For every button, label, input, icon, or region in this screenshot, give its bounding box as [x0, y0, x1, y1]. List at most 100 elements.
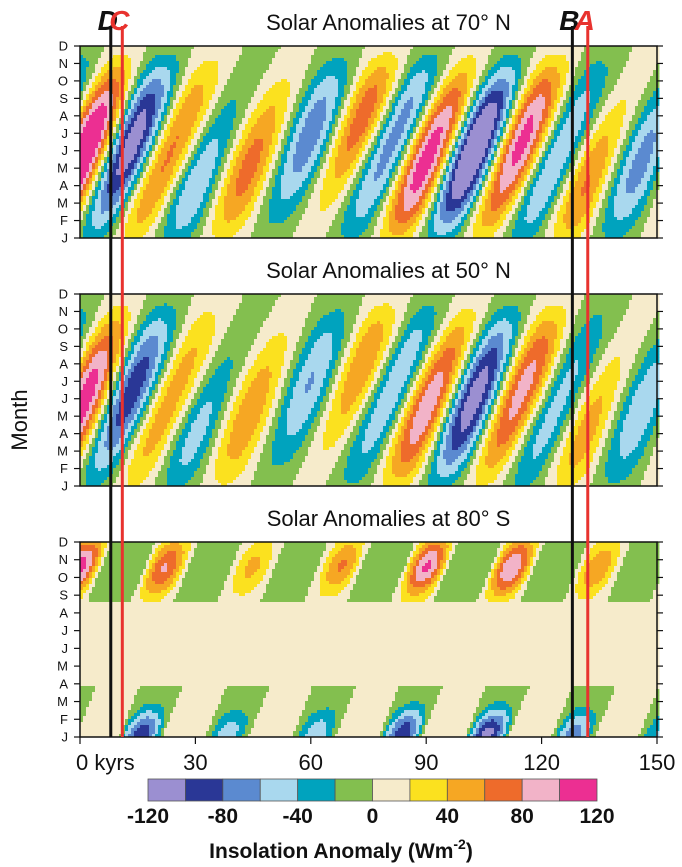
- heat-cell: [152, 64, 155, 67]
- heat-cell: [410, 58, 413, 61]
- heat-cell: [251, 52, 254, 55]
- heat-cell: [524, 88, 527, 91]
- heat-cell: [599, 106, 602, 109]
- heat-cell: [359, 67, 362, 70]
- heat-cell: [611, 73, 614, 76]
- heat-cell: [599, 79, 602, 82]
- heat-cell: [440, 58, 443, 61]
- heat-cell: [524, 64, 527, 67]
- heat-cell: [512, 79, 515, 82]
- heat-cell: [575, 97, 578, 100]
- heat-cell: [470, 58, 473, 61]
- heat-cell: [647, 52, 650, 55]
- heat-cell: [476, 49, 479, 52]
- heat-cell: [176, 85, 179, 88]
- heat-cell: [617, 100, 620, 103]
- heat-cell: [383, 85, 386, 88]
- heat-cell: [548, 109, 551, 112]
- heat-cell: [323, 52, 326, 55]
- heat-cell: [515, 82, 518, 85]
- heat-cell: [461, 64, 464, 67]
- heat-cell: [314, 49, 317, 52]
- heat-cell: [227, 67, 230, 70]
- heat-cell: [563, 82, 566, 85]
- heat-cell: [497, 58, 500, 61]
- heat-cell: [191, 100, 194, 103]
- heat-cell: [653, 55, 656, 58]
- heat-cell: [194, 82, 197, 85]
- heat-cell: [440, 82, 443, 85]
- heat-cell: [560, 76, 563, 79]
- heat-cell: [89, 49, 92, 52]
- heat-cell: [236, 61, 239, 64]
- heat-cell: [395, 49, 398, 52]
- heat-cell: [551, 52, 554, 55]
- heat-cell: [509, 100, 512, 103]
- heat-cell: [440, 106, 443, 109]
- heat-cell: [527, 61, 530, 64]
- heat-cell: [239, 58, 242, 61]
- heat-cell: [407, 88, 410, 91]
- heat-cell: [215, 109, 218, 112]
- heat-cell: [449, 73, 452, 76]
- heat-cell: [356, 100, 359, 103]
- heat-cell: [356, 97, 359, 100]
- heat-cell: [617, 82, 620, 85]
- heat-cell: [476, 106, 479, 109]
- heat-cell: [209, 58, 212, 61]
- heat-cell: [401, 82, 404, 85]
- heat-cell: [239, 49, 242, 52]
- heat-cell: [305, 55, 308, 58]
- heat-cell: [131, 91, 134, 94]
- heat-cell: [149, 52, 152, 55]
- heat-cell: [188, 91, 191, 94]
- heat-cell: [377, 88, 380, 91]
- heat-cell: [308, 79, 311, 82]
- heat-cell: [461, 52, 464, 55]
- heat-cell: [506, 88, 509, 91]
- heat-cell: [113, 85, 116, 88]
- heat-cell: [503, 76, 506, 79]
- heat-cell: [188, 103, 191, 106]
- heat-cell: [278, 88, 281, 91]
- heat-cell: [260, 61, 263, 64]
- heat-cell: [89, 109, 92, 112]
- heat-cell: [530, 100, 533, 103]
- heat-cell: [206, 76, 209, 79]
- heat-cell: [371, 55, 374, 58]
- heat-cell: [311, 64, 314, 67]
- heat-cell: [395, 109, 398, 112]
- heat-cell: [317, 79, 320, 82]
- heat-cell: [539, 79, 542, 82]
- heat-cell: [650, 97, 653, 100]
- heat-cell: [221, 109, 224, 112]
- heat-cell: [392, 103, 395, 106]
- heat-cell: [629, 100, 632, 103]
- heat-cell: [644, 64, 647, 67]
- heat-cell: [593, 88, 596, 91]
- heat-cell: [323, 76, 326, 79]
- heat-cell: [509, 109, 512, 112]
- heat-cell: [620, 64, 623, 67]
- heat-cell: [461, 91, 464, 94]
- heat-cell: [500, 85, 503, 88]
- heat-cell: [149, 55, 152, 58]
- heat-cell: [305, 100, 308, 103]
- heat-cell: [149, 67, 152, 70]
- heat-cell: [452, 64, 455, 67]
- heat-cell: [293, 76, 296, 79]
- heat-cell: [149, 91, 152, 94]
- heat-cell: [245, 49, 248, 52]
- heat-cell: [533, 88, 536, 91]
- heat-cell: [212, 67, 215, 70]
- heat-cell: [173, 103, 176, 106]
- heat-cell: [149, 85, 152, 88]
- heat-cell: [458, 97, 461, 100]
- heat-cell: [596, 82, 599, 85]
- heat-cell: [245, 70, 248, 73]
- heat-cell: [491, 55, 494, 58]
- heat-cell: [425, 100, 428, 103]
- heat-cell: [335, 85, 338, 88]
- heat-cell: [365, 76, 368, 79]
- heat-cell: [545, 76, 548, 79]
